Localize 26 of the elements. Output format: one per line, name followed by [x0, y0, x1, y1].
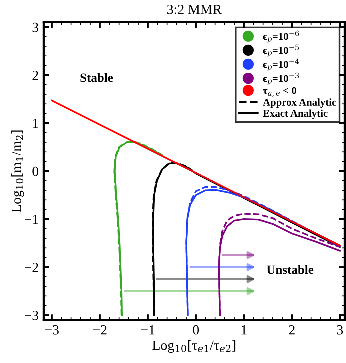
annotation: Unstable: [267, 265, 314, 274]
x-tick-label: −2: [93, 325, 107, 335]
x-tick-label: −1: [141, 325, 155, 335]
x-tick-label: 3: [337, 325, 344, 335]
y-tick-label: −3: [24, 310, 39, 320]
x-tick-label: 2: [289, 325, 295, 335]
y-tick-label: −2: [24, 262, 38, 272]
y-tick-label: −1: [24, 214, 38, 224]
annotation: Stable: [80, 73, 114, 82]
legend-label: ϵ$_{p}$=10$^{−4}$: [263, 58, 300, 72]
y-axis-title: Log$_{10}$[m$_{1}$/m$_{2}$]: [12, 130, 24, 213]
legend-label: τ$_{a,e}$ < 0: [263, 87, 297, 97]
legend-label: ϵ$_{p}$=10$^{−3}$: [263, 72, 300, 86]
y-tick-label: 2: [32, 70, 38, 80]
y-tick-label: 3: [32, 22, 39, 32]
x-tick-label: 1: [242, 325, 247, 335]
annotation: Approx Analytic: [263, 98, 336, 108]
y-tick-label: 0: [32, 166, 39, 176]
legend-label: ϵ$_{p}$=10$^{−5}$: [263, 44, 300, 58]
annotation: Exact Analytic: [263, 110, 328, 120]
x-tick-label: −3: [45, 325, 59, 335]
legend-label: ϵ$_{p}$=10$^{−6}$: [263, 30, 300, 44]
chart-title: 3:2 MMR: [168, 4, 222, 14]
y-tick-label: 1: [33, 118, 38, 128]
x-tick-label: 0: [193, 325, 200, 335]
x-axis-title: Log$_{10}$[τ$_{e1}$/τ$_{e2}$]: [152, 340, 236, 354]
